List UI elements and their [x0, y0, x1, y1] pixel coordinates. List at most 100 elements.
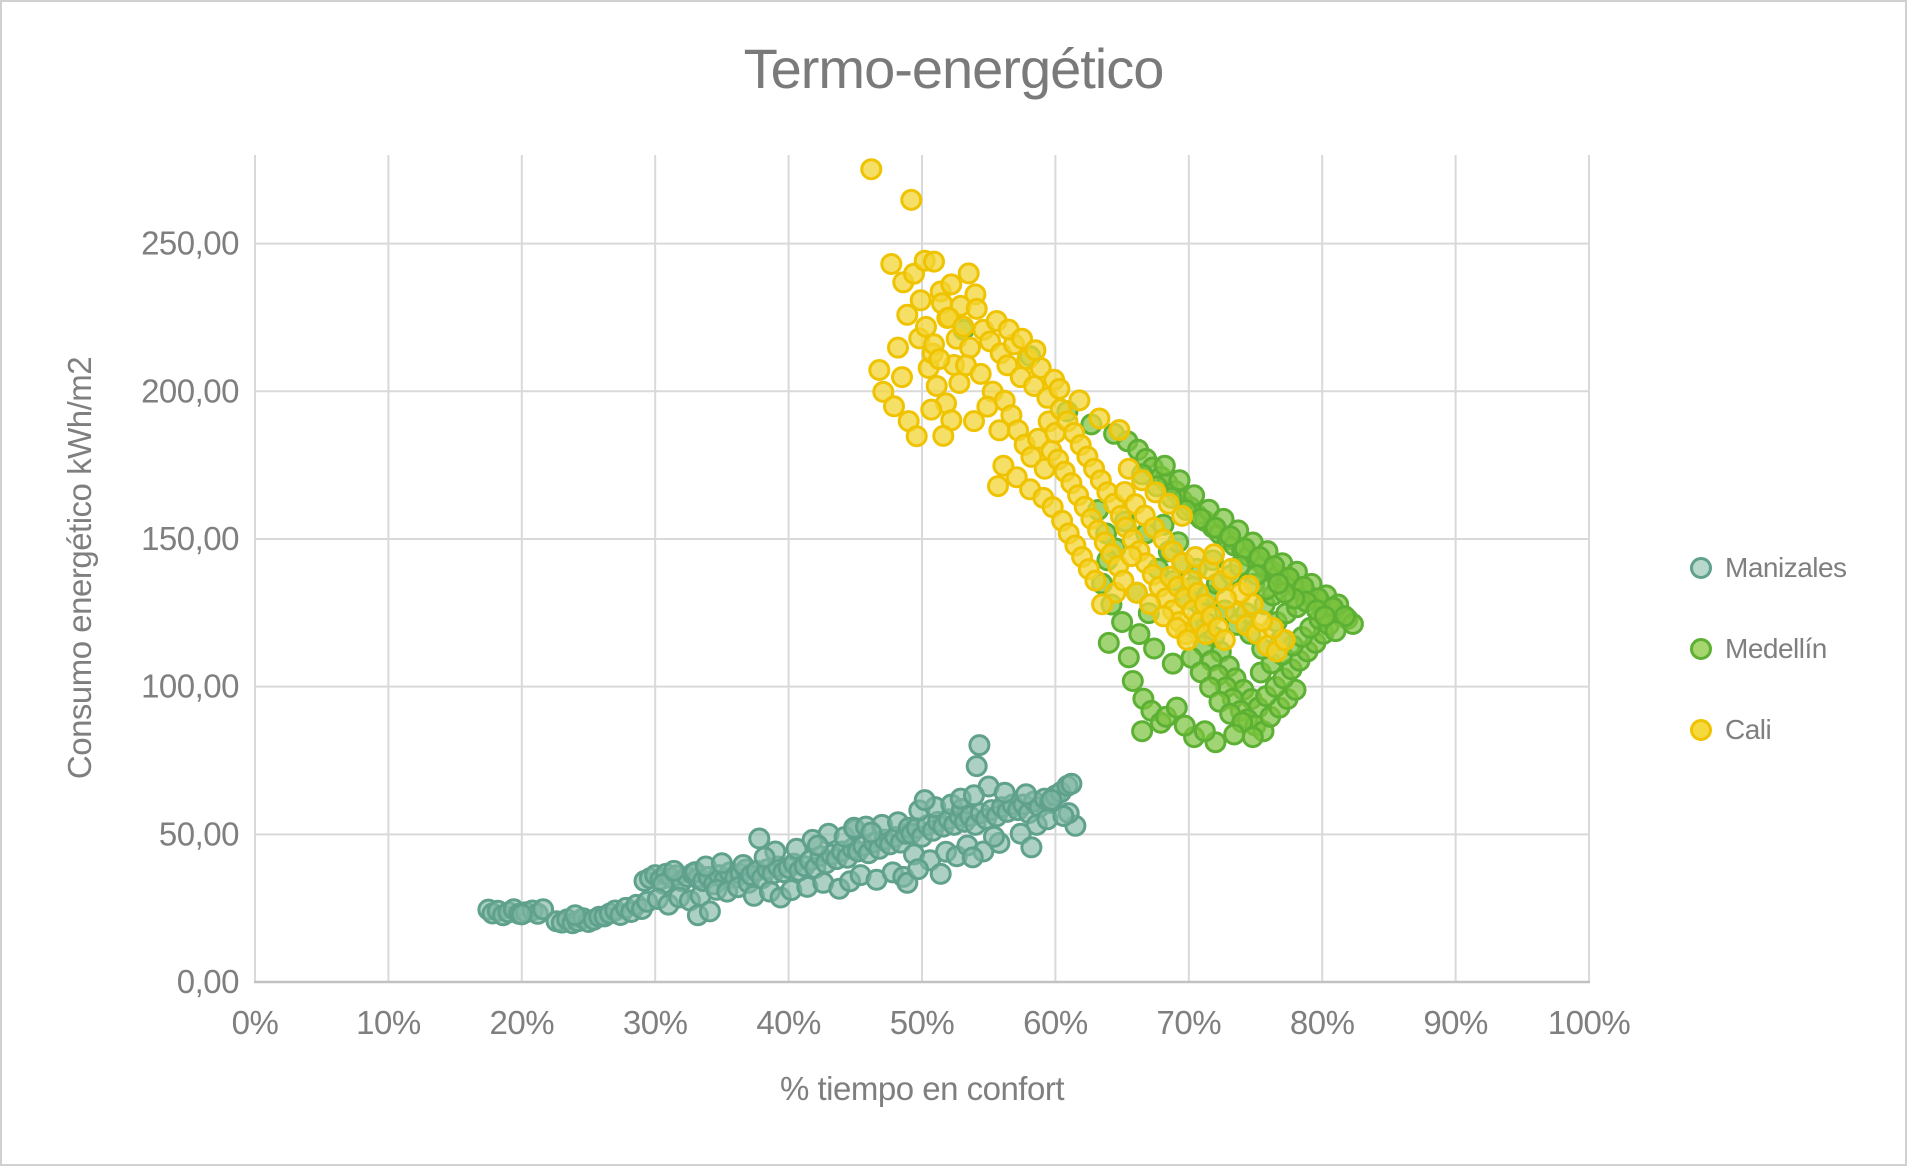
data-point	[860, 158, 883, 181]
data-point	[1267, 572, 1290, 595]
data-point	[932, 424, 955, 447]
data-point	[913, 789, 936, 812]
data-point	[1060, 772, 1083, 795]
data-point	[1157, 492, 1180, 515]
y-tick-label: 150,00	[141, 520, 239, 557]
data-point	[710, 852, 733, 875]
data-point	[860, 821, 883, 844]
data-point	[1015, 783, 1038, 806]
data-point	[1193, 720, 1216, 743]
data-point	[1131, 720, 1154, 743]
data-point	[987, 475, 1009, 498]
legend-item-manizales[interactable]: Manizales	[1690, 551, 1847, 585]
data-point	[1220, 557, 1243, 580]
data-point	[1161, 652, 1184, 675]
x-tick-label: 20%	[490, 1004, 555, 1041]
data-point	[1084, 569, 1107, 592]
data-point	[928, 348, 951, 371]
data-point	[1143, 637, 1166, 660]
x-tick-label: 0%	[232, 1004, 279, 1041]
legend-item-medellin[interactable]: Medellín	[1690, 632, 1847, 666]
legend-item-cali[interactable]: Cali	[1690, 713, 1847, 747]
data-point	[915, 315, 937, 338]
x-axis-title: % tiempo en confort	[780, 1070, 1065, 1107]
data-point	[1168, 469, 1191, 492]
y-tick-label: 100,00	[141, 668, 239, 705]
data-point	[1139, 593, 1162, 616]
series-manizales	[477, 734, 1087, 935]
data-point	[1219, 525, 1242, 548]
data-point	[1005, 466, 1028, 489]
y-tick-label: 0,00	[177, 963, 239, 1000]
data-point	[1215, 587, 1238, 610]
legend-label-medellin: Medellín	[1725, 633, 1827, 664]
x-tick-label: 50%	[890, 1004, 955, 1041]
legend-label-manizales: Manizales	[1725, 552, 1847, 583]
chart-title: Termo-energético	[743, 37, 1165, 100]
data-point	[806, 834, 829, 857]
data-point	[1213, 629, 1236, 651]
data-point	[969, 362, 992, 385]
data-point	[1048, 377, 1071, 400]
data-point	[1173, 714, 1196, 737]
y-tick-label: 50,00	[159, 815, 239, 852]
data-point	[1313, 605, 1336, 628]
data-point	[887, 336, 909, 359]
data-point	[963, 410, 985, 433]
data-point	[883, 395, 905, 418]
data-point	[1223, 723, 1246, 746]
y-tick-label: 250,00	[141, 225, 239, 262]
x-tick-label: 90%	[1423, 1004, 1488, 1041]
data-point	[925, 375, 948, 397]
data-point	[993, 781, 1016, 804]
data-point	[952, 315, 975, 338]
data-point	[965, 297, 988, 320]
series-cali	[860, 158, 1296, 663]
data-point	[996, 354, 1019, 377]
data-point	[1237, 574, 1260, 597]
data-point	[880, 253, 903, 275]
x-tick-label: 30%	[623, 1004, 688, 1041]
cali-marker-icon	[1690, 719, 1712, 741]
data-point	[963, 784, 985, 807]
data-point	[753, 846, 776, 869]
data-point	[1176, 629, 1199, 651]
data-point	[957, 262, 980, 285]
medellin-marker-icon	[1690, 638, 1712, 660]
data-point	[1108, 419, 1131, 441]
data-point	[983, 825, 1005, 848]
data-point	[959, 336, 981, 359]
gridlines	[254, 155, 1590, 983]
data-point	[1024, 339, 1047, 362]
data-point	[1120, 545, 1143, 568]
data-point	[1117, 646, 1140, 669]
data-point	[1171, 504, 1194, 527]
data-point	[1020, 836, 1043, 859]
data-point	[662, 859, 685, 882]
data-point	[1068, 389, 1091, 412]
manizales-marker-icon	[1690, 557, 1712, 579]
data-point	[1088, 407, 1111, 430]
data-point	[909, 289, 932, 312]
x-tick-label: 100%	[1548, 1004, 1631, 1041]
data-point	[1111, 611, 1134, 633]
data-point	[961, 846, 984, 869]
x-tick-label: 70%	[1157, 1004, 1222, 1041]
data-point	[968, 734, 991, 757]
data-point	[940, 273, 963, 296]
legend-label-cali: Cali	[1725, 714, 1772, 745]
x-tick-label: 80%	[1290, 1004, 1355, 1041]
data-point	[1052, 805, 1075, 827]
data-point	[1121, 670, 1144, 692]
data-point	[923, 250, 945, 273]
data-point	[1165, 696, 1188, 719]
data-point	[896, 303, 919, 326]
tick-labels: 0% 10% 20% 30% 40% 50% 60% 70% 80% 90% 100% 0,00 50,…	[141, 225, 1631, 1041]
data-point	[1091, 593, 1114, 616]
data-point	[1131, 469, 1154, 492]
x-tick-label: 40%	[756, 1004, 821, 1041]
data-point	[698, 900, 721, 923]
data-point	[948, 372, 971, 394]
